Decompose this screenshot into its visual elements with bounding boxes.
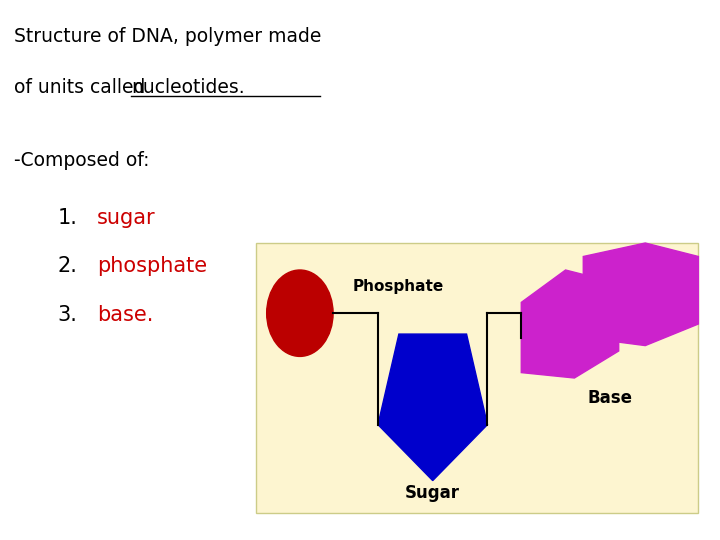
Text: Phosphate: Phosphate [353,279,444,294]
Text: Base: Base [588,389,632,407]
Text: Sugar: Sugar [405,484,460,502]
Ellipse shape [266,270,333,356]
Polygon shape [583,243,698,346]
Text: of units called: of units called [14,78,152,97]
Text: 2.: 2. [58,256,78,276]
FancyBboxPatch shape [256,243,698,513]
Text: sugar: sugar [97,208,156,228]
Text: 1.: 1. [58,208,78,228]
Text: nucleotides.: nucleotides. [131,78,245,97]
Polygon shape [521,270,618,378]
Text: Structure of DNA, polymer made: Structure of DNA, polymer made [14,27,322,46]
Text: base.: base. [97,305,153,325]
Text: phosphate: phosphate [97,256,207,276]
Text: 3.: 3. [58,305,78,325]
Text: -Composed of:: -Composed of: [14,151,150,170]
Polygon shape [378,334,487,481]
